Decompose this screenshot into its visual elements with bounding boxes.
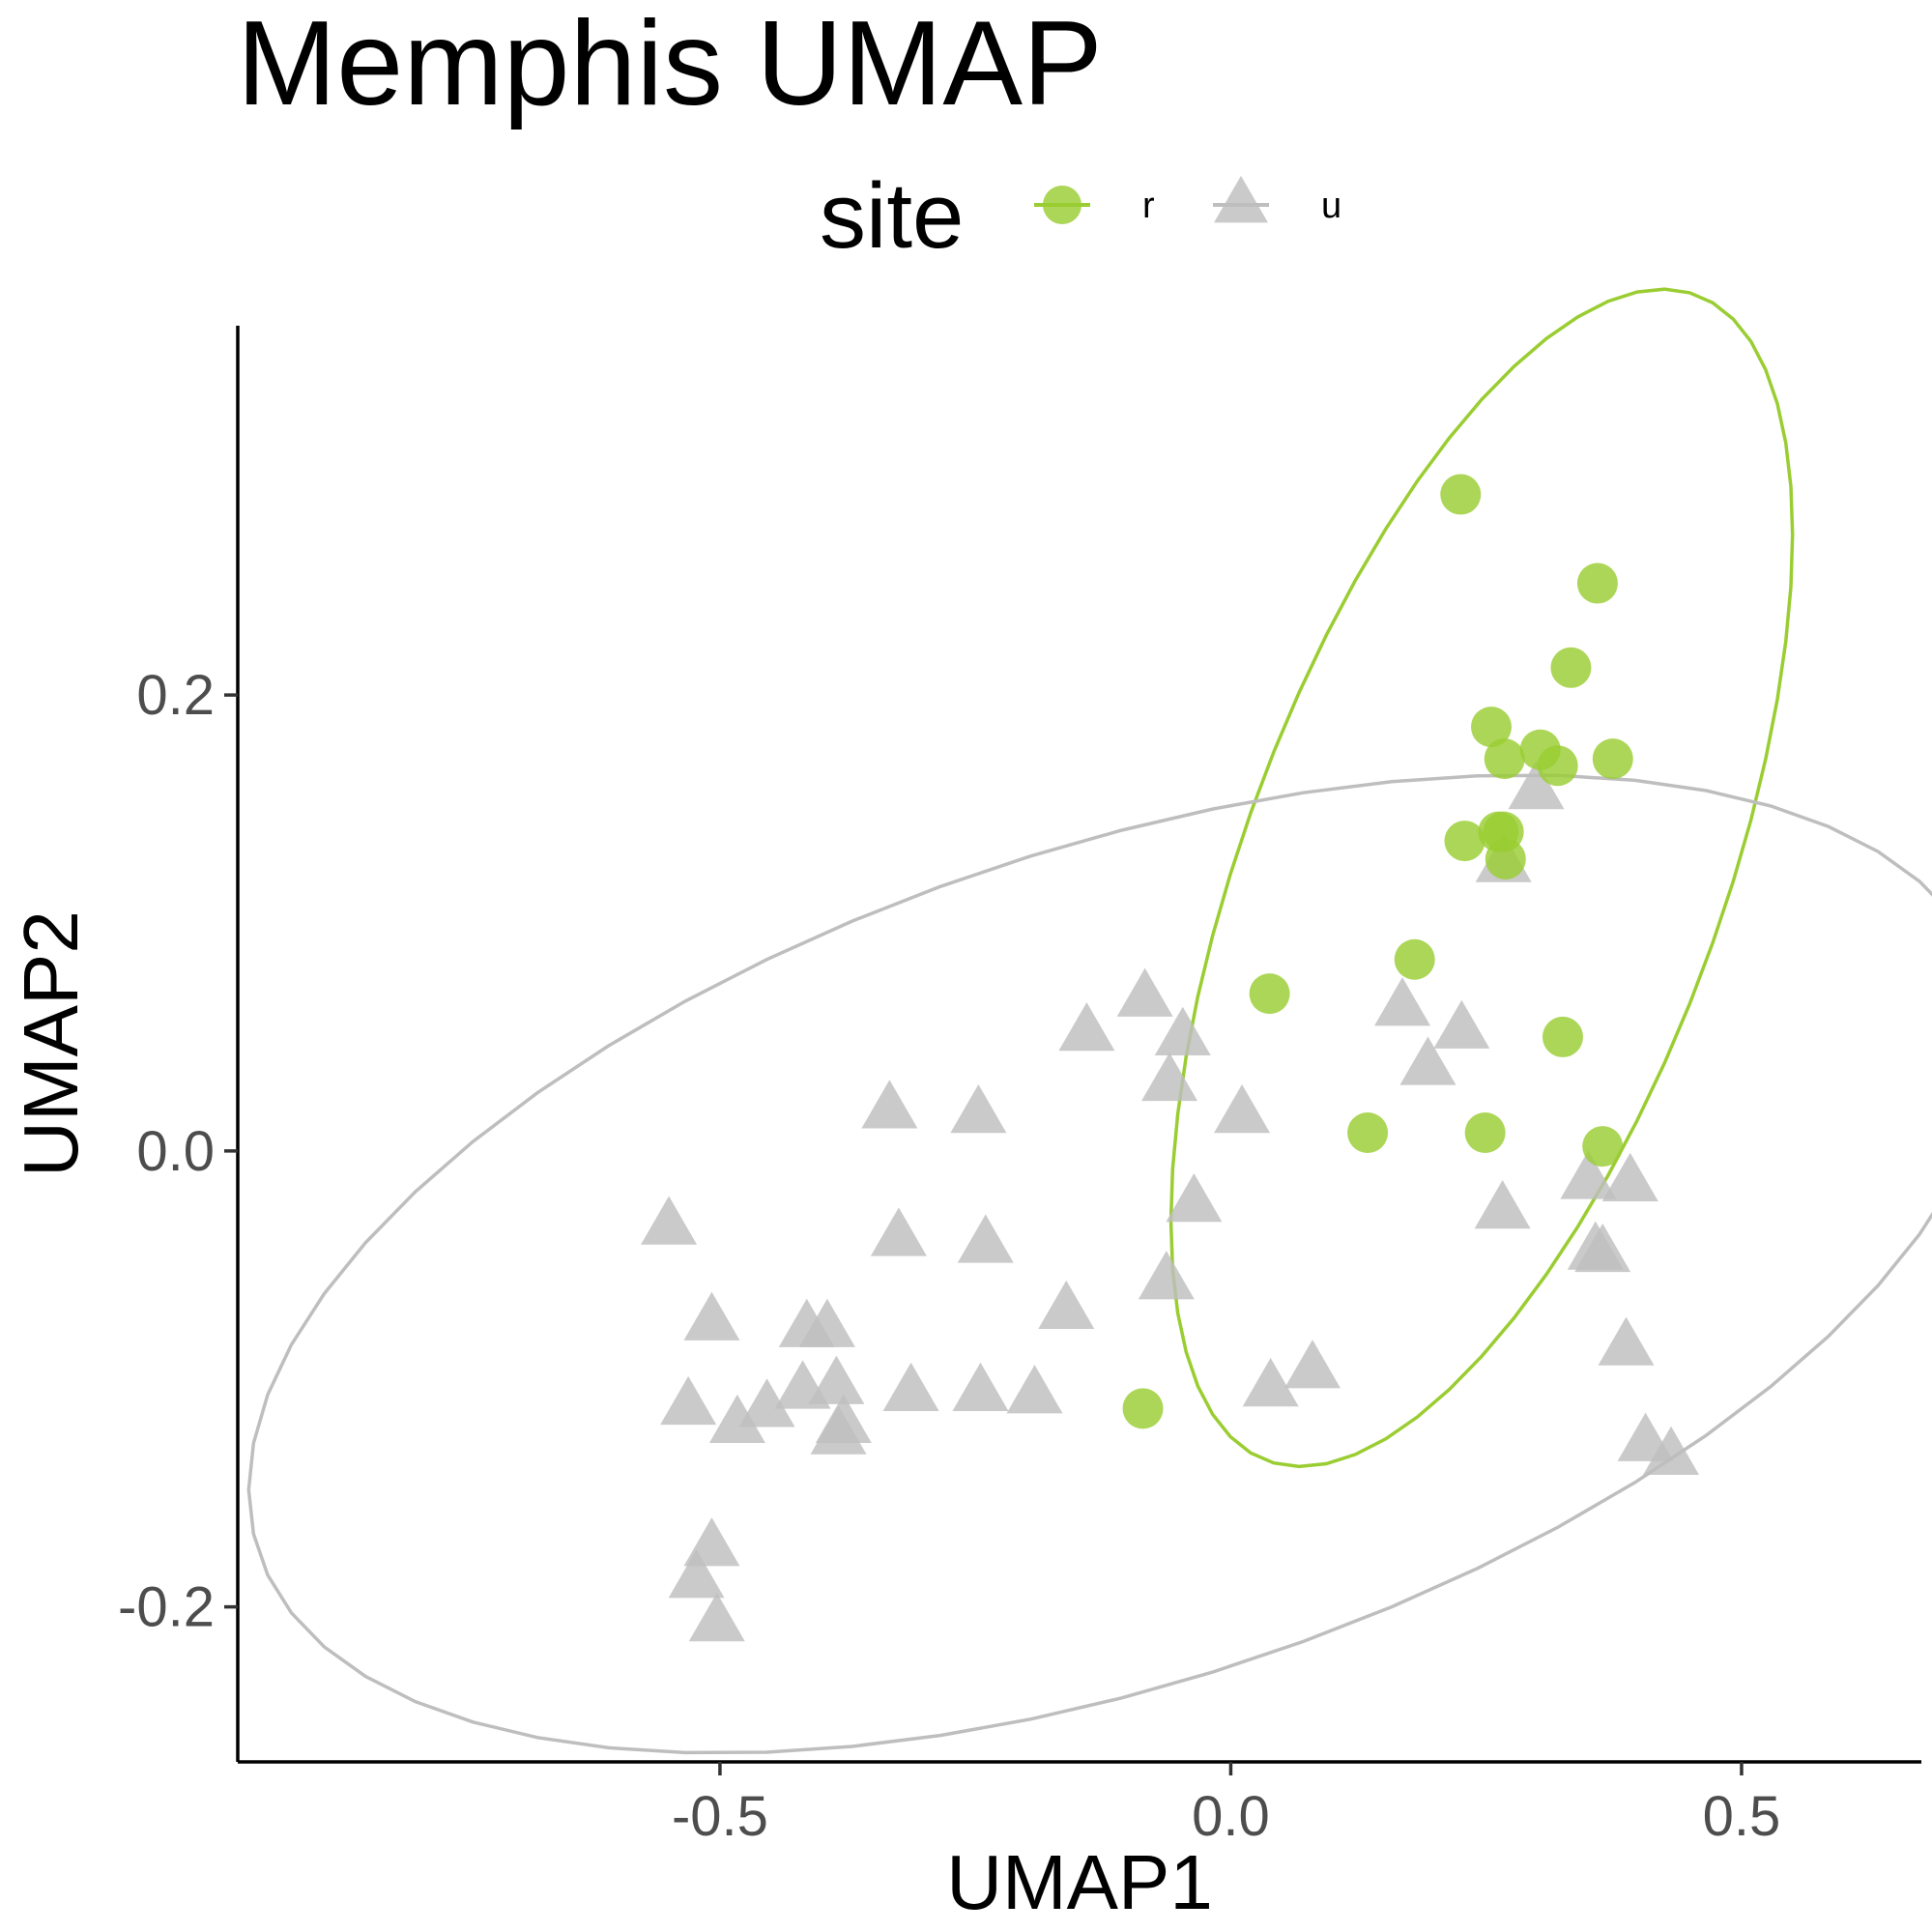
y-axis-ticks: -0.2 0.0 0.2 [118, 664, 238, 1639]
point-r [1249, 973, 1290, 1015]
point-u [1433, 999, 1490, 1049]
legend-key-triangle [1214, 175, 1268, 223]
point-u [688, 1592, 745, 1642]
point-u [957, 1214, 1014, 1263]
point-u [1374, 977, 1431, 1026]
point-u [798, 1298, 855, 1347]
point-u [1474, 1180, 1531, 1229]
point-u [808, 1355, 865, 1404]
point-u [1601, 1152, 1658, 1201]
point-u [683, 1291, 740, 1341]
point-r [1484, 738, 1525, 780]
point-r [1576, 562, 1618, 604]
point-u [952, 1362, 1009, 1411]
point-r [1347, 1111, 1389, 1153]
point-u [870, 1207, 927, 1256]
axes: -0.5 0.0 0.5 -0.2 0.0 0.2 [118, 326, 1921, 1848]
point-u [774, 1360, 831, 1409]
point-r [1582, 1126, 1624, 1168]
legend-label: u [1321, 186, 1341, 226]
point-u [1214, 1083, 1271, 1134]
point-u [738, 1378, 795, 1427]
chart-title: Memphis UMAP [237, 0, 1103, 130]
point-u [1166, 1172, 1223, 1223]
point-u [882, 1362, 939, 1411]
point-r [1470, 706, 1512, 748]
point-r [1122, 1388, 1164, 1429]
point-u [668, 1549, 725, 1599]
point-u [1508, 761, 1565, 810]
legend-title: site [820, 164, 964, 268]
point-u [1574, 1223, 1631, 1273]
legend-item-u: u [1213, 175, 1341, 226]
point-u [1006, 1365, 1063, 1414]
x-tick-label: 0.5 [1703, 1785, 1781, 1848]
point-r [1550, 647, 1592, 688]
point-u [1116, 967, 1173, 1017]
point-u [1242, 1358, 1299, 1407]
point-u [861, 1080, 918, 1129]
point-u [1058, 1002, 1115, 1052]
point-u [950, 1083, 1007, 1134]
y-tick-label: -0.2 [118, 1576, 215, 1639]
point-u [708, 1394, 765, 1443]
x-tick-label: -0.5 [672, 1785, 768, 1848]
point-u [1154, 1006, 1211, 1056]
y-tick-label: 0.0 [136, 1120, 215, 1183]
point-r [1485, 838, 1526, 879]
y-tick-label: 0.2 [136, 664, 215, 727]
point-u [1560, 1150, 1617, 1199]
ellipse-u [246, 773, 1932, 1755]
y-axis-title: UMAP2 [8, 910, 94, 1177]
legend-key-circle [1043, 186, 1081, 224]
data-points [641, 474, 1700, 1642]
point-u [1141, 1052, 1198, 1102]
point-u [1598, 1316, 1655, 1366]
point-u [641, 1196, 698, 1245]
point-r [1394, 938, 1435, 980]
point-r [1542, 1016, 1583, 1057]
point-r [1537, 745, 1578, 787]
point-u [810, 1405, 867, 1455]
legend-item-r: r [1034, 186, 1155, 226]
point-u [1038, 1280, 1095, 1330]
point-r [1440, 474, 1482, 515]
point-u [1643, 1426, 1700, 1476]
point-u [1284, 1340, 1341, 1389]
x-tick-label: 0.0 [1192, 1785, 1270, 1848]
point-u [1399, 1036, 1456, 1085]
legend-label: r [1142, 186, 1155, 226]
x-axis-ticks: -0.5 0.0 0.5 [672, 1762, 1780, 1848]
point-r [1592, 738, 1633, 780]
point-u [660, 1375, 717, 1426]
point-r [1464, 1111, 1506, 1153]
point-u [1138, 1251, 1195, 1300]
point-r [1444, 821, 1485, 862]
x-axis-title: UMAP1 [946, 1839, 1213, 1925]
